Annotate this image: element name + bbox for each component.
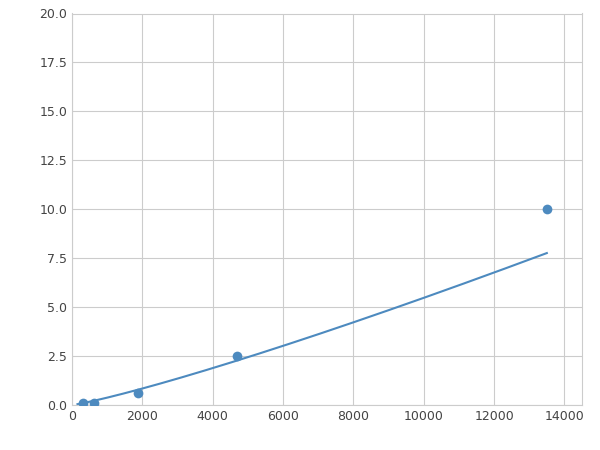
Point xyxy=(133,390,143,397)
Point xyxy=(232,352,242,360)
Point xyxy=(78,400,88,407)
Point xyxy=(542,206,551,213)
Point xyxy=(89,399,99,406)
